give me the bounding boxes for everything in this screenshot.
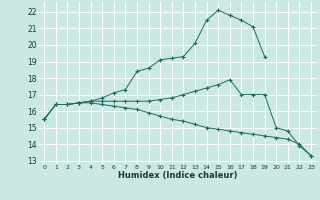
- X-axis label: Humidex (Indice chaleur): Humidex (Indice chaleur): [118, 171, 237, 180]
